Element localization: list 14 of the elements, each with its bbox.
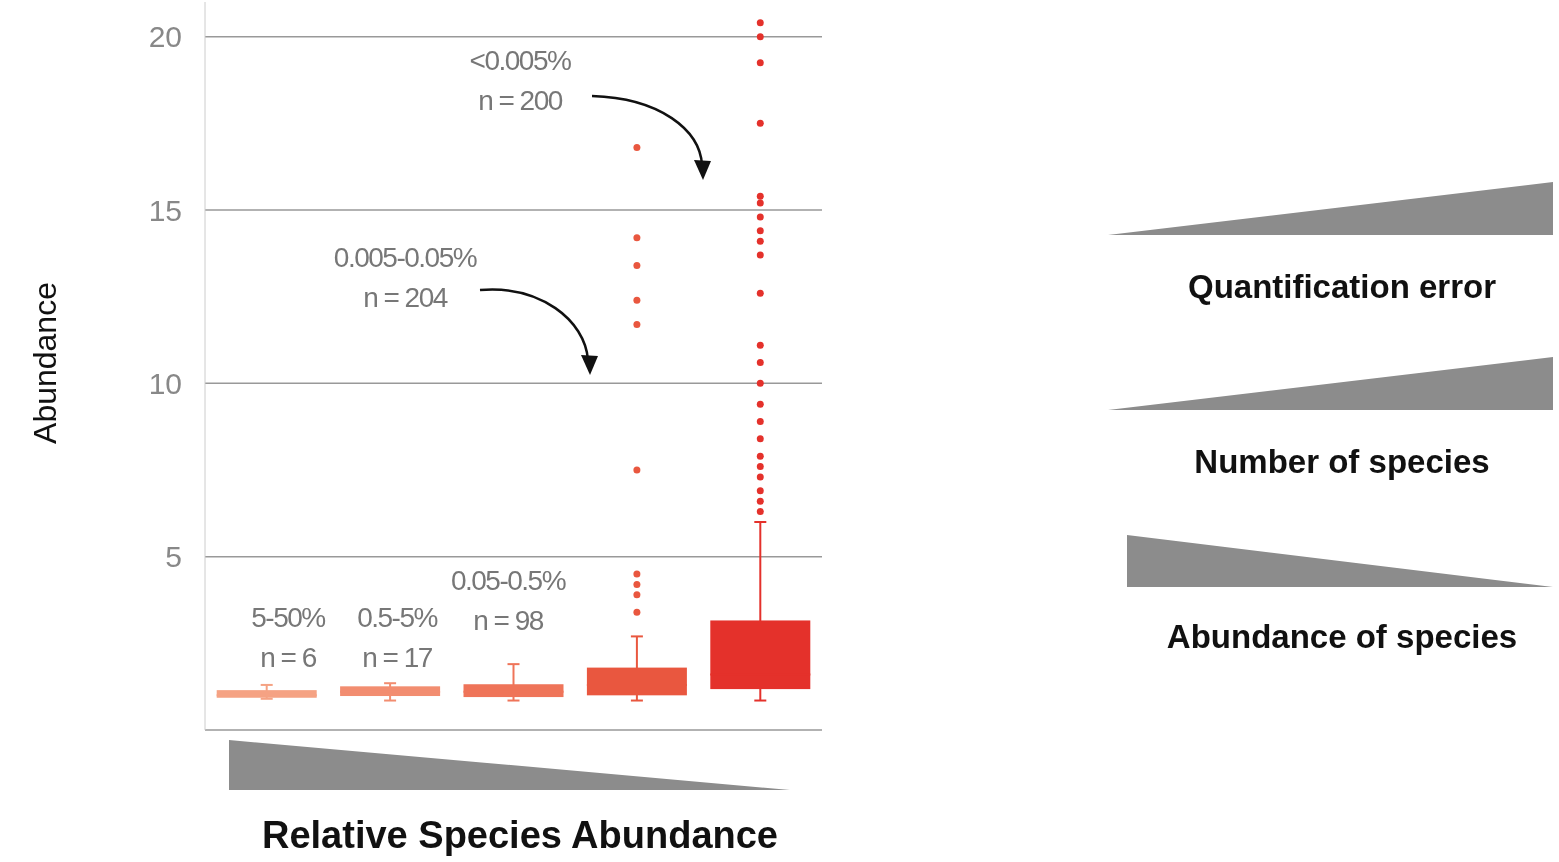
y-tick-label: 5 <box>165 540 182 574</box>
text: Abundance of species <box>1166 618 1518 655</box>
y-tick-label: 20 <box>148 20 182 54</box>
annotation: 0.5-5% n = 17 <box>357 602 438 673</box>
x-axis-title: Relative Species Abundance <box>261 814 779 856</box>
text: Quantification error <box>1187 268 1497 305</box>
y-axis-title: Abundance <box>27 282 63 444</box>
annotation: 0.05-0.5% n = 98 <box>450 565 566 636</box>
annotation: 5-50% n = 6 <box>251 602 326 673</box>
y-tick-label: 10 <box>148 366 182 400</box>
y-tick-label: 15 <box>148 193 182 227</box>
annotation: <0.005% n = 200 <box>469 45 572 116</box>
text: Number of species <box>1194 443 1490 480</box>
annotation: 0.005-0.05% n = 204 <box>333 242 477 313</box>
